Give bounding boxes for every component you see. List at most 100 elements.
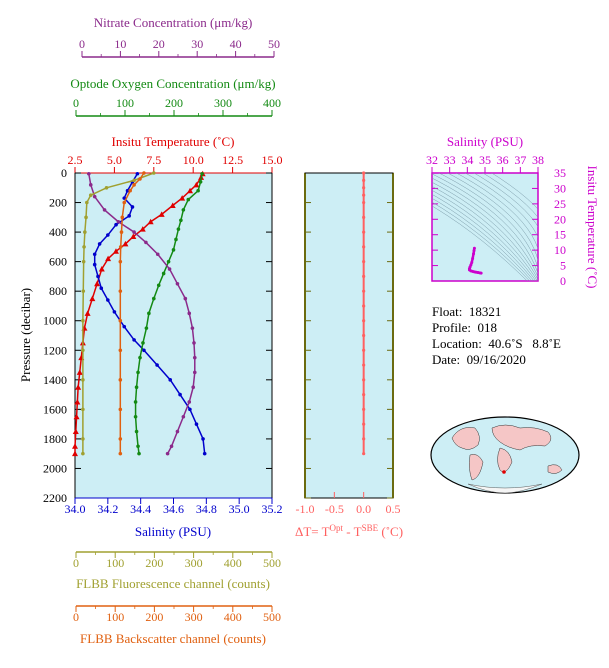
salinity-point (132, 338, 136, 342)
deltat-point (362, 171, 366, 175)
salinity-point (142, 348, 146, 353)
oxygen-point (144, 326, 149, 330)
profile-number-label: Profile: 018 (432, 320, 497, 335)
pressure-tick-label: 1400 (43, 373, 67, 387)
deltat-point (362, 274, 366, 279)
axes-layer: Nitrate Concentration (μm/kg)0 10 20 30 40 50… (18, 15, 600, 646)
nitrate-tick-label: 0 (79, 37, 85, 51)
salinity-point (99, 286, 104, 291)
salinity-point (97, 242, 102, 246)
pressure-tick-label: 1000 (43, 314, 67, 328)
ts-density-contour (473, 173, 538, 228)
ts-density-contour (432, 181, 538, 281)
ts-point (470, 260, 474, 264)
oxygen-point (198, 180, 203, 184)
nitrate-point (192, 355, 197, 360)
ts-density-contour (432, 201, 530, 281)
nitrate-point (192, 341, 196, 345)
oxygen-point (137, 451, 141, 456)
temperature-point (84, 310, 91, 316)
nitrate-point (102, 208, 107, 212)
backscatter-axis-title: FLBB Backscatter channel (counts) (80, 631, 266, 646)
temperature-axis-title: Insitu Temperature (˚C) (111, 134, 234, 149)
oxygen-point (174, 237, 178, 242)
ts-temperature-tick-label: 0 (560, 274, 566, 288)
temperature-tick-label: 10.0 (183, 153, 204, 167)
oxygen-tick-label: 100 (116, 96, 134, 110)
pressure-tick-label: 2000 (43, 461, 67, 475)
salinity-point (112, 310, 117, 314)
ts-density-contour (432, 190, 537, 281)
oxygen-point (161, 271, 166, 276)
temperature-point (94, 280, 101, 287)
ts-density-contour (491, 173, 538, 210)
pressure-tick-label: 1800 (43, 432, 67, 446)
nitrate-point (88, 183, 93, 187)
ts-salinity-tick-label: 38 (532, 153, 544, 167)
oxygen-series-line (134, 173, 203, 454)
fluorescence-point (81, 289, 86, 293)
salinity-point (201, 437, 205, 441)
deltat-point (362, 186, 366, 190)
ts-point (471, 256, 475, 260)
temperature-point (179, 195, 186, 201)
oxygen-point (156, 283, 161, 288)
nitrate-point (191, 385, 195, 390)
salinity-point (194, 422, 199, 426)
salinity-tick-label: 35.2 (262, 502, 283, 516)
oxygen-point (196, 188, 200, 193)
temperature-tick-label: 2.5 (68, 153, 83, 167)
backscatter-point (122, 200, 127, 205)
deltat-point (362, 378, 366, 382)
backscatter-tick-label: 500 (263, 610, 281, 624)
ts-temperature-tick-label: 5 (560, 259, 566, 273)
data-layer (72, 170, 483, 457)
nitrate-point (190, 326, 195, 330)
nitrate-point (144, 240, 148, 245)
nitrate-point (181, 414, 186, 419)
fluorescence-point (104, 185, 109, 190)
ts-temperature-tick-label: 35 (554, 166, 566, 180)
fluorescence-point (84, 215, 88, 220)
backscatter-tick-label: 100 (106, 610, 124, 624)
nitrate-point (86, 171, 91, 176)
salinity-point (135, 171, 140, 176)
backscatter-tick-label: 300 (185, 610, 203, 624)
deltat-point (362, 437, 366, 441)
deltat-point (362, 333, 366, 338)
nitrate-point (187, 311, 192, 316)
salinity-point (96, 274, 100, 279)
nitrate-point (187, 400, 192, 404)
temperature-point (147, 218, 154, 225)
backscatter-tick-label: 400 (224, 610, 242, 624)
backscatter-point (128, 188, 132, 193)
salinity-point (202, 451, 207, 456)
backscatter-point (118, 245, 123, 249)
oxygen-point (134, 429, 139, 434)
temperature-point (72, 428, 79, 435)
temperature-point (75, 384, 82, 390)
ts-density-contour (432, 173, 538, 275)
salinity-point (92, 252, 97, 257)
oxygen-tick-label: 300 (214, 96, 232, 110)
date-label: Date: 09/16/2020 (432, 352, 526, 367)
temperature-point (72, 443, 78, 449)
oxygen-point (176, 227, 181, 231)
temperature-point (72, 450, 78, 457)
deltat-tick-label: -0.5 (325, 502, 344, 516)
fluorescence-point (132, 178, 136, 183)
nitrate-point (175, 429, 180, 434)
salinity-point (106, 298, 110, 302)
float-location-marker (502, 470, 506, 474)
salinity-tick-label: 34.6 (163, 502, 184, 516)
fluorescence-tick-label: 500 (263, 556, 281, 570)
ts-salinity-tick-label: 32 (426, 153, 438, 167)
deltat-point (362, 422, 366, 426)
pressure-tick-label: 2200 (43, 491, 67, 505)
fluorescence-tick-label: 400 (224, 556, 242, 570)
ts-density-contour (432, 197, 533, 281)
pressure-tick-label: 0 (61, 166, 67, 180)
fluorescence-point (81, 318, 85, 323)
deltat-axis-title: ΔT= TOpt - TSBE (˚C) (295, 523, 403, 539)
